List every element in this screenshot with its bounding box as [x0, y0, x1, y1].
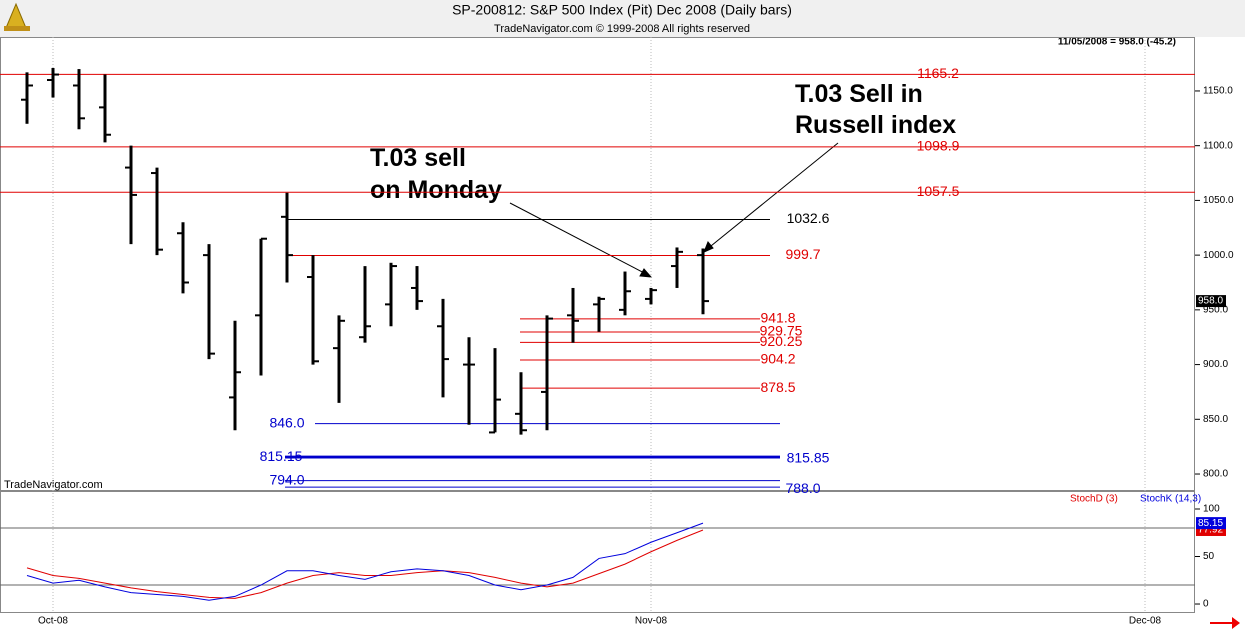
scroll-arrow[interactable]: [1210, 617, 1240, 629]
annotation: Russell index: [795, 111, 956, 139]
x-tick-label: Dec-08: [1129, 616, 1162, 627]
y-tick-label: 800.0: [1203, 469, 1228, 480]
stoch-line: [26, 529, 704, 599]
level-label: 794.0: [269, 471, 304, 487]
y-tick-label: 0: [1203, 599, 1209, 610]
y-tick-label: 1050.0: [1203, 195, 1234, 206]
y-tick-label: 1150.0: [1203, 86, 1233, 97]
level-label: 904.2: [760, 351, 795, 367]
level-label: 788.0: [785, 480, 820, 496]
y-tick-label: 1100.0: [1203, 140, 1233, 151]
level-label: 1165.2: [917, 65, 959, 81]
price-box: [1196, 295, 1226, 308]
legend-label: StochK (14,3): [1140, 494, 1201, 505]
stoch-line: [26, 522, 704, 601]
price-box-label: 958.0: [1198, 296, 1223, 307]
level-label: 815.15: [260, 448, 303, 464]
quote: 11/05/2008 = 958.0 (-45.2): [1058, 37, 1176, 48]
level-label: 920.25: [760, 333, 803, 349]
header-bar: [0, 0, 1245, 37]
price-panel: [0, 37, 1195, 491]
y-tick-label: 1000.0: [1203, 250, 1234, 261]
annotation: T.03 Sell in: [795, 80, 923, 108]
stoch-panel: [0, 491, 1195, 613]
annotation: T.03 sell: [370, 144, 466, 172]
y-tick-label: 950.0: [1203, 304, 1228, 315]
level-label: 878.5: [760, 379, 795, 395]
chart-subtitle: TradeNavigator.com © 1999-2008 All right…: [494, 23, 750, 35]
level-label: 815.85: [787, 449, 830, 465]
level-label: 846.0: [269, 414, 304, 430]
y-tick-label: 50: [1203, 551, 1215, 562]
level-label: 999.7: [785, 246, 820, 262]
y-tick-label: 850.0: [1203, 414, 1228, 425]
y-tick-label: 900.0: [1203, 359, 1228, 370]
level-label: 929.75: [760, 323, 803, 339]
y-tick-label: 100: [1203, 504, 1220, 515]
legend-label: StochD (3): [1070, 494, 1118, 505]
level-label: 941.8: [760, 310, 795, 326]
value-box: [1196, 517, 1226, 530]
value-label: 85.15: [1198, 518, 1223, 529]
level-label: 1098.9: [917, 138, 960, 154]
logo: [4, 2, 30, 31]
value-label: 77.92: [1198, 525, 1223, 536]
arrows: [509, 142, 839, 278]
level-label: 1057.5: [917, 183, 960, 199]
x-tick-label: Oct-08: [38, 616, 68, 627]
level-label: 1032.6: [787, 210, 830, 226]
chart-title: SP-200812: S&P 500 Index (Pit) Dec 2008 …: [452, 2, 792, 18]
x-tick-label: Nov-08: [635, 616, 668, 627]
annotation: on Monday: [370, 176, 502, 204]
